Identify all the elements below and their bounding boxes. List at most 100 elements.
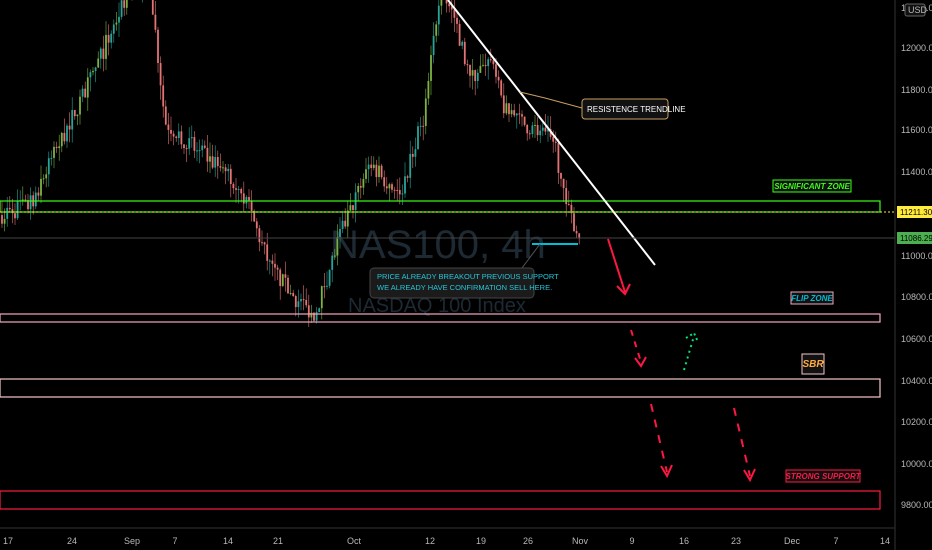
candle-body xyxy=(375,164,378,178)
candle-body xyxy=(24,199,27,201)
candle-body xyxy=(92,70,94,73)
candle-body xyxy=(536,124,539,136)
candle-body xyxy=(570,204,573,214)
candle-body xyxy=(370,164,373,168)
current-price-label-text: 11211.30 xyxy=(900,208,932,217)
last-close-label: 11086.29 xyxy=(897,232,932,244)
projection-arrows xyxy=(607,238,756,483)
candle-body xyxy=(232,184,235,189)
candle-body xyxy=(219,166,222,168)
candle-body xyxy=(242,193,245,204)
current-price-label-bg xyxy=(897,206,932,218)
sbr-zone-box[interactable] xyxy=(0,378,881,398)
candle-body xyxy=(554,141,557,143)
candle-body xyxy=(107,34,110,43)
candle-body xyxy=(336,236,339,256)
candle-body xyxy=(482,64,484,66)
resistance-trendline[interactable] xyxy=(447,0,656,266)
watermark-symbol: NAS100, 4h xyxy=(330,223,546,267)
candle-body xyxy=(448,3,451,7)
candle-body xyxy=(463,41,466,65)
candle-body xyxy=(201,145,204,151)
candle-body xyxy=(37,192,40,196)
candle-body xyxy=(328,269,331,286)
candle-body xyxy=(190,137,193,139)
candle-body xyxy=(310,312,313,318)
candle-body xyxy=(391,184,393,190)
candle-body xyxy=(94,67,97,71)
candle-body xyxy=(565,188,568,205)
candle-body xyxy=(14,213,16,219)
candle-body xyxy=(305,299,308,306)
candle-body xyxy=(526,124,529,134)
flip-zone-box[interactable] xyxy=(0,313,881,323)
candle-body xyxy=(86,77,89,98)
candle-body xyxy=(515,113,518,116)
watermark-name: NASDAQ 100 Index xyxy=(348,295,526,317)
down-arrow-2 xyxy=(630,329,642,363)
candle-body xyxy=(196,150,198,152)
current-price-label: 11211.30 xyxy=(897,206,932,218)
candle-body xyxy=(422,125,425,127)
candle-body xyxy=(27,200,29,210)
candle-body xyxy=(492,60,495,65)
candle-body xyxy=(318,308,321,313)
price-tick-label: 10200.00 xyxy=(901,417,932,427)
candle-body xyxy=(66,125,68,142)
time-tick-label: 14 xyxy=(223,536,233,546)
breakout-note-line2: WE ALREADY HAVE CONFIRMATION SELL HERE. xyxy=(377,283,552,292)
candle-body xyxy=(341,220,344,229)
flip-zone-label: FLIP ZONE xyxy=(791,294,833,303)
candle-body xyxy=(349,205,352,211)
price-tick-label: 11400.00 xyxy=(901,167,932,177)
currency-badge[interactable]: USD xyxy=(904,3,928,17)
candle-body xyxy=(253,210,256,222)
time-tick-label: 19 xyxy=(476,536,486,546)
candle-body xyxy=(271,260,274,264)
candle-body xyxy=(346,210,349,227)
candle-body xyxy=(531,125,534,135)
time-tick-label: 14 xyxy=(880,536,890,546)
candle-body xyxy=(266,244,269,261)
time-axis[interactable]: 17 24 Sep 7 14 21 Oct 12 19 26 Nov 9 16 23 Dec 7 14 xyxy=(3,536,890,546)
candle-body xyxy=(203,145,206,148)
candle-body xyxy=(484,64,487,67)
candle-body xyxy=(3,218,6,224)
trendline-note-box[interactable] xyxy=(581,98,669,120)
candle-body xyxy=(471,70,474,76)
candles-layer xyxy=(1,0,581,327)
breakout-note-line1: PRICE ALREADY BREAKOUT PREVIOUS SUPPORT xyxy=(377,272,559,281)
candle-body xyxy=(435,24,438,36)
candle-body xyxy=(575,231,578,234)
candle-body xyxy=(63,132,66,142)
candle-body xyxy=(229,168,232,185)
candle-body xyxy=(461,41,464,46)
candle-body xyxy=(175,136,178,138)
candle-body xyxy=(560,172,562,179)
breakout-note-box[interactable] xyxy=(369,267,535,299)
candle-body xyxy=(544,127,547,132)
candle-body xyxy=(437,5,440,25)
candle-body xyxy=(453,9,456,18)
candle-body xyxy=(326,285,328,287)
candle-body xyxy=(344,220,347,227)
candle-body xyxy=(245,197,248,204)
price-tick-label: 10000.00 xyxy=(901,459,932,469)
strong-support-zone-box[interactable] xyxy=(0,490,881,510)
candle-body xyxy=(211,156,214,168)
significant-zone-label-box xyxy=(772,179,852,193)
zones-layer: SIGNIFICANT ZONE FLIP ZONE SBR STRONG SUPPO… xyxy=(0,179,881,510)
last-close-label-text: 11086.29 xyxy=(900,234,932,243)
candle-body xyxy=(284,274,287,278)
currency-badge-text: USD xyxy=(908,5,928,15)
candle-body xyxy=(430,55,432,81)
price-tick-label: 11600.00 xyxy=(901,125,932,135)
candle-body xyxy=(458,23,461,46)
price-tick-label: 10600.00 xyxy=(901,334,932,344)
candle-body xyxy=(206,147,209,162)
down-arrow-4 xyxy=(733,407,751,477)
candle-body xyxy=(419,125,422,127)
up-arrow-head xyxy=(685,331,699,343)
